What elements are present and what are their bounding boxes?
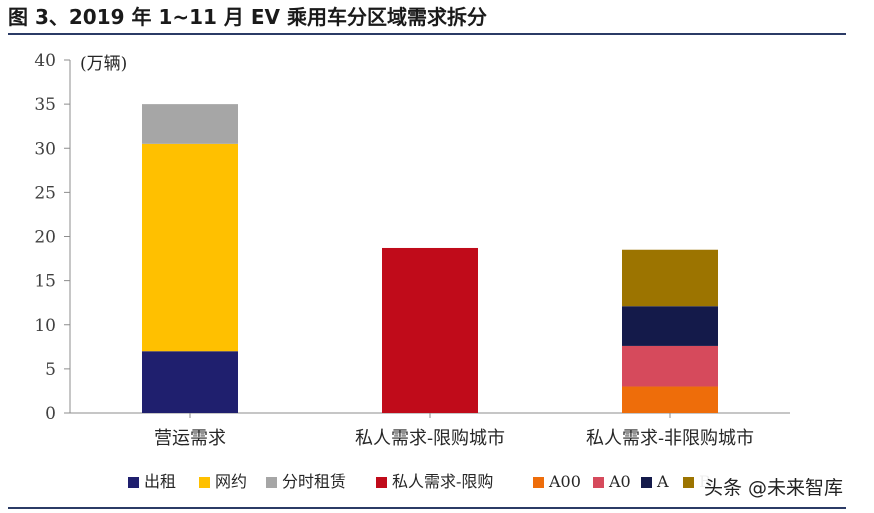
legend-swatch	[376, 477, 387, 488]
bar-segment	[382, 247, 478, 413]
y-tick-label: 10	[34, 316, 56, 336]
legend-item: 网约	[199, 472, 247, 491]
bar-segment	[622, 386, 718, 413]
legend-label: A00	[548, 472, 581, 491]
legend-swatch	[266, 477, 277, 488]
legend-label: 出租	[144, 472, 176, 491]
watermark: 头条 @未来智库	[698, 474, 850, 502]
legend-item: 私人需求-限购	[376, 472, 493, 491]
y-tick-label: 30	[34, 139, 56, 159]
legend-label: 网约	[215, 472, 247, 491]
title-divider	[8, 33, 846, 35]
bar-segment	[622, 249, 718, 307]
chart-title: 图 3、2019 年 1~11 月 EV 乘用车分区域需求拆分	[8, 5, 488, 29]
legend-swatch	[641, 477, 652, 488]
legend-swatch	[593, 477, 604, 488]
legend-item: A00	[533, 472, 581, 491]
legend-swatch	[128, 477, 139, 488]
stacked-bar-chart: 0 5 10 15 20 25 30 35 40 (万辆) 营运需求 私人需求-限购城市 私人需求-非限…	[34, 51, 790, 491]
legend-label: 分时租赁	[282, 472, 346, 491]
legend-swatch	[533, 477, 544, 488]
legend-label: A0	[608, 472, 631, 491]
y-axis-unit-label: (万辆)	[80, 54, 127, 74]
y-tick-label: 35	[34, 95, 56, 115]
bar-segment	[142, 351, 238, 413]
x-tick-label: 营运需求	[154, 428, 226, 449]
y-tick-label: 40	[34, 51, 56, 71]
y-tick-label: 0	[45, 404, 56, 424]
axes: 0 5 10 15 20 25 30 35 40 (万辆) 营运需求 私人需求-限购城市 私人需求-非限…	[34, 51, 790, 449]
bar-segment	[142, 104, 238, 144]
legend-item: A	[641, 472, 669, 491]
y-tick-label: 25	[34, 183, 56, 203]
legend-label: A	[656, 472, 669, 491]
bar-segment	[622, 306, 718, 346]
y-tick-label: 15	[34, 272, 56, 292]
legend-item: 出租	[128, 472, 176, 491]
legend-item: 分时租赁	[266, 472, 346, 491]
legend-swatch	[683, 477, 694, 488]
legend-label: 私人需求-限购	[392, 472, 493, 491]
bar-segment	[142, 143, 238, 352]
x-tick-label: 私人需求-非限购城市	[586, 428, 754, 449]
y-tick-label: 5	[45, 360, 56, 380]
bar-segment	[622, 345, 718, 387]
y-tick-label: 20	[34, 228, 56, 248]
bars	[142, 104, 718, 413]
legend-item: A0	[593, 472, 631, 491]
legend-swatch	[199, 477, 210, 488]
x-tick-label: 私人需求-限购城市	[355, 428, 505, 449]
bottom-divider	[8, 507, 846, 509]
